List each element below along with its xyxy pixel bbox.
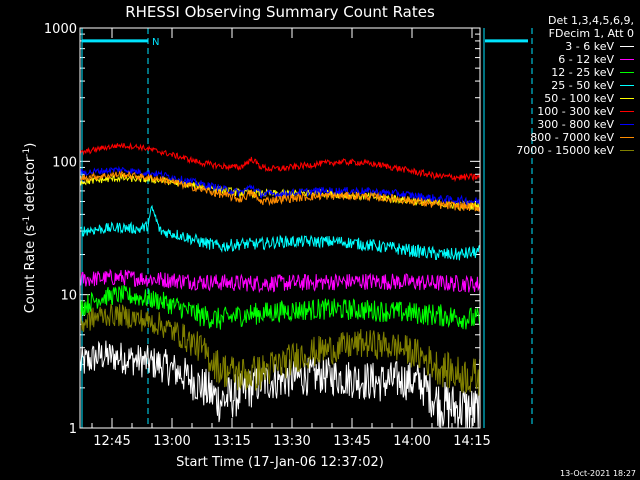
legend-swatch <box>620 137 634 138</box>
x-tick-label: 14:00 <box>393 434 430 449</box>
series-line <box>80 303 480 396</box>
legend-label: 3 - 6 keV <box>565 40 614 53</box>
night-marker-label: N <box>152 37 159 48</box>
annotations: N <box>81 28 533 428</box>
y-tick-label: 100 <box>52 155 77 170</box>
x-axis-label: Start Time (17-Jan-06 12:37:02) <box>176 455 384 470</box>
legend-label: 50 - 100 keV <box>544 92 614 105</box>
legend-entry: 12 - 25 keV <box>516 66 634 79</box>
y-tick-label: 1 <box>69 422 77 437</box>
legend-label: 25 - 50 keV <box>551 79 614 92</box>
legend-label: 800 - 7000 keV <box>530 131 614 144</box>
legend-label: 100 - 300 keV <box>537 105 614 118</box>
x-tick-label: 14:15 <box>453 434 490 449</box>
x-tick-label: 12:45 <box>93 434 130 449</box>
legend-entry: 300 - 800 keV <box>516 118 634 131</box>
series-line <box>80 268 480 294</box>
footer-date: 13-Oct-2021 18:27 <box>560 469 636 478</box>
legend-entry: 6 - 12 keV <box>516 53 634 66</box>
legend-entry: 7000 - 15000 keV <box>516 144 634 157</box>
axes: 12:45 13:00 13:15 13:30 13:45 14:00 14:15 1 10 10… <box>44 22 491 449</box>
legend-label: 6 - 12 keV <box>558 53 614 66</box>
legend-swatch <box>620 85 634 86</box>
legend-header-line: Det 1,3,4,5,6,9, <box>547 14 634 27</box>
x-tick-label: 13:00 <box>153 434 190 449</box>
y-tick-label: 1000 <box>44 22 77 37</box>
x-tick-label: 13:45 <box>333 434 370 449</box>
legend-label: 12 - 25 keV <box>551 66 614 79</box>
y-tick-label: 10 <box>60 289 77 304</box>
legend-swatch <box>620 59 634 60</box>
legend-swatch <box>620 46 634 47</box>
legend-entry: 800 - 7000 keV <box>516 131 634 144</box>
x-tick-label: 13:15 <box>213 434 250 449</box>
series-line <box>80 340 480 428</box>
plot-frame <box>79 27 481 429</box>
x-tick-label: 13:30 <box>273 434 310 449</box>
legend-label: 7000 - 15000 keV <box>516 144 614 157</box>
legend-swatch <box>620 98 634 99</box>
legend-swatch <box>620 111 634 112</box>
legend-swatch <box>620 150 634 151</box>
series-line <box>80 284 480 330</box>
legend-entry: 3 - 6 keV <box>516 40 634 53</box>
series-group <box>80 141 480 428</box>
legend-header-line: FDecim 1, Att 0 <box>548 27 634 40</box>
legend-entry: 100 - 300 keV <box>516 105 634 118</box>
series-line <box>80 165 480 206</box>
legend-label: 300 - 800 keV <box>537 118 614 131</box>
series-line <box>80 173 480 212</box>
legend: Det 1,3,4,5,6,9, FDecim 1, Att 0 3 - 6 ke… <box>516 14 634 157</box>
y-axis-label: Count Rate (s-1 detector-1) <box>22 143 38 314</box>
legend-entry: 50 - 100 keV <box>516 92 634 105</box>
series-line <box>80 204 480 261</box>
legend-swatch <box>620 72 634 73</box>
series-line <box>80 141 480 183</box>
series-line <box>80 170 480 212</box>
chart-title: RHESSI Observing Summary Count Rates <box>125 3 435 21</box>
legend-entry: 25 - 50 keV <box>516 79 634 92</box>
legend-swatch <box>620 124 634 125</box>
